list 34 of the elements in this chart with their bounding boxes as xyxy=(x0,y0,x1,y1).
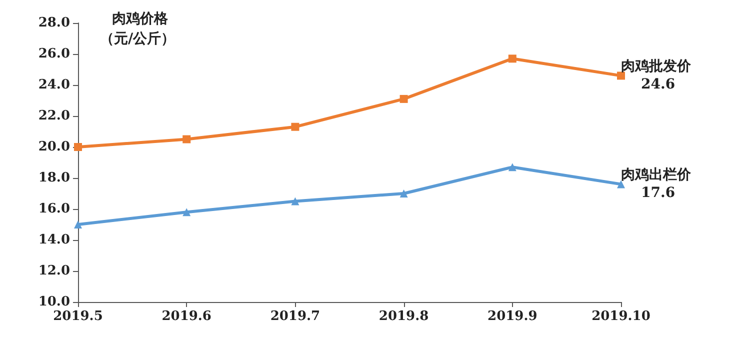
point xyxy=(400,190,408,198)
point xyxy=(291,197,300,206)
point xyxy=(74,220,82,228)
x-tick-label: 2019.7 xyxy=(270,309,320,324)
y-tick-label: 14.0 xyxy=(38,232,70,248)
point xyxy=(400,94,408,103)
y-tick-label: 26.0 xyxy=(38,46,70,62)
x-tick-label: 2019.10 xyxy=(592,309,650,324)
y-tick-label: 12.0 xyxy=(38,264,70,278)
y-tick-label: 24.0 xyxy=(38,78,70,92)
point xyxy=(617,180,625,188)
data-label: 17.6 xyxy=(641,185,676,202)
point xyxy=(508,54,516,63)
x-tick-label: 2019.8 xyxy=(378,309,429,324)
point xyxy=(74,143,82,151)
y-tick-label: 28.0 xyxy=(38,16,70,30)
y-tick-label: 22.0 xyxy=(38,108,70,124)
data-label: 24.6 xyxy=(641,76,676,93)
point xyxy=(617,72,625,80)
point xyxy=(291,122,300,131)
y-tick-label: 16.0 xyxy=(38,202,70,216)
annotation: （元/公斤） xyxy=(100,30,176,47)
x-tick-label: 2019.5 xyxy=(53,309,103,324)
point xyxy=(182,135,191,144)
x-tick-label: 2019.6 xyxy=(162,309,212,324)
series-label: 肉鸡出栏价 xyxy=(621,167,692,184)
y-axis-title: 肉鸡价格 xyxy=(112,11,169,27)
y-tick-label: 10.0 xyxy=(38,294,70,310)
point xyxy=(182,208,191,216)
x-tick-label: 2019.9 xyxy=(488,309,538,324)
y-tick-label: 20.0 xyxy=(38,140,70,154)
y-tick-label: 18.0 xyxy=(38,170,70,186)
point xyxy=(508,163,516,172)
series-label: 肉鸡批发价 xyxy=(621,58,692,75)
